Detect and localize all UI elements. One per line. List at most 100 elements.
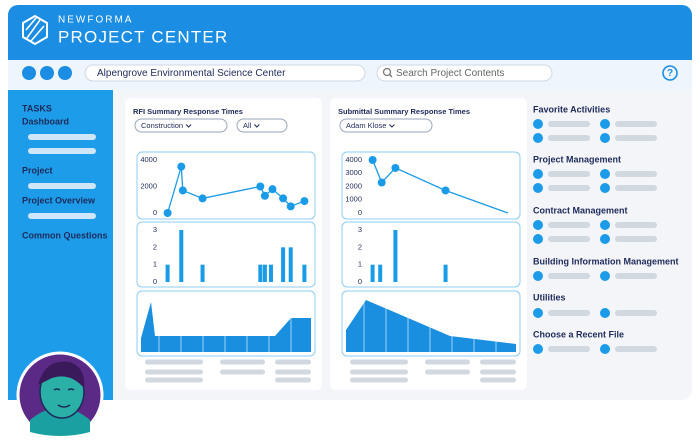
window-dot[interactable]: [22, 66, 36, 80]
section-heading[interactable]: Contract Management: [533, 205, 628, 215]
placeholder: [548, 135, 590, 141]
filter-dropdown[interactable]: [134, 118, 228, 133]
point: [198, 194, 207, 203]
point: [177, 162, 186, 171]
activity-dot[interactable]: [533, 183, 543, 193]
avatar-features: [53, 388, 75, 408]
bar: [281, 247, 286, 282]
sidebar-item[interactable]: Project: [22, 165, 53, 175]
header-bar-base: [8, 50, 692, 60]
placeholder: [548, 121, 590, 127]
activity-dot[interactable]: [533, 133, 543, 143]
placeholder: [548, 185, 590, 191]
panel-title: RFI Summary Response Times: [133, 107, 243, 116]
point: [256, 182, 265, 191]
search-icon: [382, 67, 392, 77]
chart-box: [136, 151, 316, 220]
activity-dot[interactable]: [600, 119, 610, 129]
placeholder: [615, 171, 657, 177]
placeholder: [275, 377, 311, 383]
y-tick-label: 3000: [345, 168, 362, 177]
bar: [443, 264, 448, 282]
activity-dot[interactable]: [600, 183, 610, 193]
y-tick-label: 1: [153, 260, 157, 269]
point: [441, 186, 450, 195]
activity-dot[interactable]: [600, 344, 610, 354]
placeholder: [615, 346, 657, 352]
search-field[interactable]: [376, 64, 553, 82]
header-bar: [8, 5, 692, 60]
bar: [258, 264, 263, 282]
placeholder: [480, 369, 516, 375]
activity-dot[interactable]: [600, 133, 610, 143]
point: [300, 197, 309, 206]
section-heading[interactable]: Project Management: [533, 154, 621, 164]
placeholder: [615, 273, 657, 279]
y-tick-label: 3: [358, 225, 362, 234]
search-placeholder: Search Project Contents: [396, 68, 504, 79]
placeholder: [350, 377, 408, 383]
chart-box: [341, 290, 521, 357]
placeholder: [145, 369, 203, 375]
activity-dot[interactable]: [533, 169, 543, 179]
logo-lines: [25, 17, 45, 42]
help-label: ?: [667, 68, 673, 79]
filter-dropdown[interactable]: [339, 118, 433, 133]
activity-dot[interactable]: [533, 220, 543, 230]
project-field[interactable]: [84, 64, 366, 82]
point: [268, 185, 277, 194]
sidebar-heading: TASKS: [22, 103, 52, 113]
avatar-shoulders: [30, 407, 90, 436]
activity-dot[interactable]: [533, 234, 543, 244]
activity-dot[interactable]: [600, 220, 610, 230]
activity-dot[interactable]: [600, 169, 610, 179]
brand: NEWFORMA: [58, 15, 133, 26]
placeholder: [615, 135, 657, 141]
sidebar-item[interactable]: Dashboard: [22, 116, 69, 126]
activity-dot[interactable]: [533, 271, 543, 281]
dropdown-arrow: [185, 124, 192, 128]
dropdown-arrow: [253, 124, 260, 128]
section-heading[interactable]: Favorite Activities: [533, 104, 610, 114]
placeholder: [615, 185, 657, 191]
y-tick-label: 1: [358, 260, 362, 269]
filter-label: All: [243, 121, 252, 130]
activity-dot[interactable]: [533, 119, 543, 129]
section-heading[interactable]: Building Information Management: [533, 256, 679, 266]
placeholder: [28, 148, 96, 154]
activity-dot[interactable]: [600, 308, 610, 318]
y-tick-label: 2000: [345, 181, 362, 190]
point: [279, 194, 288, 203]
window-dot[interactable]: [58, 66, 72, 80]
placeholder: [28, 134, 96, 140]
search-icon-handle: [389, 74, 393, 78]
activity-dot[interactable]: [600, 271, 610, 281]
window-dot[interactable]: [40, 66, 54, 80]
placeholder: [350, 359, 408, 365]
y-tick-label: 0: [153, 208, 157, 217]
filter-dropdown[interactable]: [236, 118, 288, 133]
activity-dot[interactable]: [533, 344, 543, 354]
sidebar-item[interactable]: Project Overview: [22, 195, 96, 205]
bar: [165, 264, 170, 282]
activity-dot[interactable]: [600, 234, 610, 244]
bar: [393, 230, 398, 282]
placeholder: [480, 377, 516, 383]
activity-dot[interactable]: [533, 308, 543, 318]
placeholder: [548, 222, 590, 228]
placeholder: [425, 359, 470, 365]
sidebar-item[interactable]: Common Questions: [22, 230, 108, 240]
chart-box: [136, 290, 316, 357]
point: [391, 163, 400, 172]
help-button[interactable]: [662, 65, 678, 81]
y-tick-label: 2: [153, 242, 157, 251]
section-heading[interactable]: Choose a Recent File: [533, 329, 624, 339]
point: [260, 191, 269, 200]
placeholder: [615, 310, 657, 316]
placeholder: [615, 222, 657, 228]
bar: [179, 230, 184, 282]
filter-label: Adam Klose: [346, 121, 386, 130]
chart-box: [136, 221, 316, 288]
section-heading[interactable]: Utilities: [533, 292, 566, 302]
